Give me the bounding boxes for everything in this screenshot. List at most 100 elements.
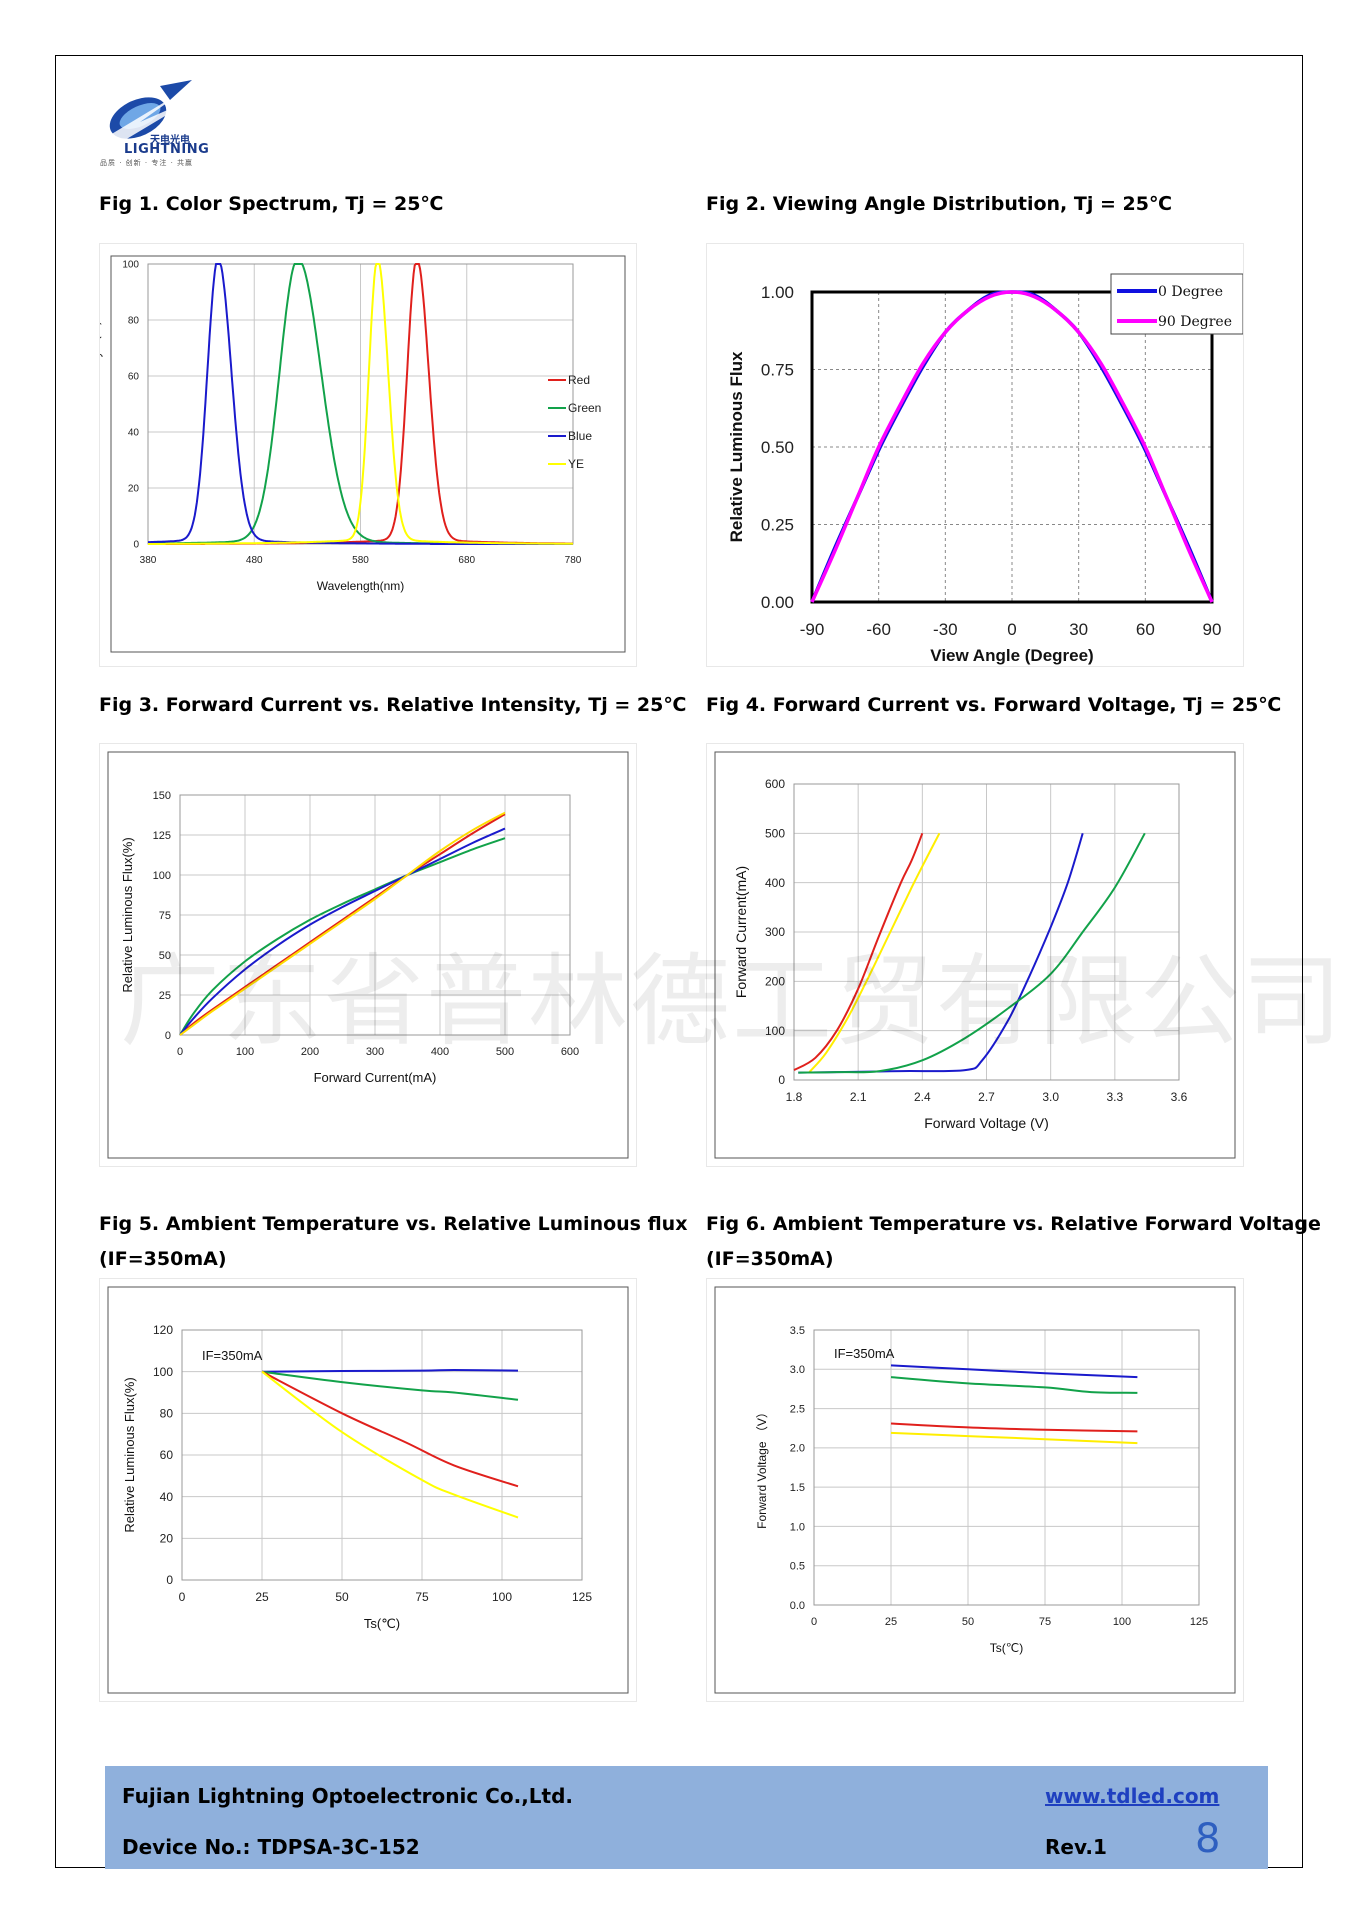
fig6-y-tick-label: 3.0 bbox=[790, 1364, 805, 1376]
footer-revision: Rev.1 bbox=[1045, 1835, 1107, 1859]
fig1-title: Fig 1. Color Spectrum, Tj = 25℃ bbox=[99, 193, 444, 215]
fig1-y-axis-label: Relative Emission Intensity （%） bbox=[100, 313, 103, 494]
footer-company: Fujian Lightning Optoelectronic Co.,Ltd. bbox=[122, 1784, 574, 1808]
fig2-legend-label-0: 0 Degree bbox=[1158, 284, 1223, 300]
fig3-x-tick-label: 200 bbox=[301, 1046, 319, 1058]
logo-english-name: LIGHTNING bbox=[124, 142, 210, 157]
fig1-x-tick-label: 780 bbox=[565, 555, 582, 566]
fig3-y-tick-label: 75 bbox=[159, 910, 171, 922]
fig1-legend-label-blue: Blue bbox=[568, 429, 592, 443]
fig4-y-tick-label: 600 bbox=[765, 777, 785, 791]
fig6-series-ye bbox=[890, 1431, 1138, 1445]
fig5-title-line1: Fig 5. Ambient Temperature vs. Relative … bbox=[99, 1213, 688, 1235]
fig5-outer-border bbox=[107, 1286, 629, 1694]
fig1-outer-border bbox=[110, 255, 626, 653]
fig3-series-blue bbox=[179, 827, 506, 1036]
fig2-x-tick-label: -90 bbox=[800, 620, 825, 639]
fig6-title-line1: Fig 6. Ambient Temperature vs. Relative … bbox=[706, 1213, 1321, 1235]
fig1-x-axis-label: Wavelength(nm) bbox=[317, 579, 405, 593]
fig2-y-axis-label: Relative Luminous Flux bbox=[727, 351, 746, 542]
fig3-y-tick-label: 150 bbox=[153, 790, 171, 802]
fig4-y-tick-label: 0 bbox=[778, 1073, 785, 1087]
fig5-x-axis-label: Ts(℃) bbox=[364, 1616, 400, 1631]
fig1-legend-label-green: Green bbox=[568, 401, 601, 415]
fig5-y-tick-label: 100 bbox=[153, 1365, 173, 1379]
fig3-series-ye bbox=[179, 811, 506, 1036]
fig6-x-tick-label: 0 bbox=[811, 1616, 817, 1628]
fig6-x-axis-label: Ts(℃) bbox=[990, 1641, 1023, 1655]
fig4-x-tick-label: 1.8 bbox=[786, 1090, 803, 1104]
fig5-y-tick-label: 80 bbox=[160, 1407, 174, 1421]
fig4-y-axis-label: Forward Current(mA) bbox=[733, 866, 749, 998]
fig4-y-tick-label: 300 bbox=[765, 925, 785, 939]
fig5-x-tick-label: 125 bbox=[572, 1590, 592, 1604]
fig4-chart: 1.8 2.1 2.4 2.7 3.0 3.3 3.6 0 100 200 300 400 500 600… bbox=[707, 744, 1243, 1166]
fig2-y-tick-label: 0.25 bbox=[761, 515, 794, 534]
fig6-y-tick-label: 0.0 bbox=[790, 1600, 805, 1612]
fig6-series-red bbox=[890, 1422, 1138, 1433]
fig1-chart: 380 480 580 680 780 0 20 40 60 80 100 Wavelength(nm… bbox=[100, 244, 636, 666]
fig6-svg: 0 25 50 75 100 125 0.0 0.5 1.0 1.5 2.0 2.5 3.0 3.5 Ts(… bbox=[714, 1286, 1236, 1694]
fig2-x-tick-label: -30 bbox=[933, 620, 958, 639]
fig3-title: Fig 3. Forward Current vs. Relative Inte… bbox=[99, 694, 687, 716]
fig6-x-tick-label: 125 bbox=[1190, 1616, 1208, 1628]
fig3-x-tick-label: 400 bbox=[431, 1046, 449, 1058]
fig3-y-tick-label: 25 bbox=[159, 990, 171, 1002]
fig5-y-tick-label: 120 bbox=[153, 1323, 173, 1337]
fig5-series-green bbox=[261, 1370, 519, 1401]
fig6-x-tick-label: 100 bbox=[1113, 1616, 1131, 1628]
fig3-plot-frame bbox=[179, 794, 571, 1036]
fig3-x-axis-label: Forward Current(mA) bbox=[314, 1070, 437, 1085]
fig5-plot-frame bbox=[181, 1329, 583, 1581]
fig5-y-tick-label: 20 bbox=[160, 1532, 174, 1546]
fig3-y-tick-label: 125 bbox=[153, 830, 171, 842]
fig6-annotation: IF=350mA bbox=[834, 1346, 895, 1361]
fig3-chart: 0 100 200 300 400 500 600 0 25 50 75 100 125 150 Forwa… bbox=[100, 744, 636, 1166]
fig3-y-tick-label: 100 bbox=[153, 870, 171, 882]
fig5-x-tick-label: 50 bbox=[335, 1590, 349, 1604]
fig2-title: Fig 2. Viewing Angle Distribution, Tj = … bbox=[706, 193, 1172, 215]
fig4-outer-border bbox=[714, 751, 1236, 1159]
fig3-x-tick-label: 300 bbox=[366, 1046, 384, 1058]
fig6-x-tick-label: 75 bbox=[1039, 1616, 1051, 1628]
footer-website-link[interactable]: www.tdled.com bbox=[1045, 1784, 1220, 1808]
fig2-x-tick-label: 30 bbox=[1069, 620, 1088, 639]
fig1-svg: 380 480 580 680 780 0 20 40 60 80 100 Wavelength(nm… bbox=[100, 255, 626, 653]
fig4-y-tick-label: 500 bbox=[765, 827, 785, 841]
fig2-y-tick-label: 1.00 bbox=[761, 283, 794, 302]
fig6-y-tick-label: 3.5 bbox=[790, 1325, 805, 1337]
fig5-x-tick-label: 100 bbox=[492, 1590, 512, 1604]
fig3-x-tick-label: 0 bbox=[177, 1046, 183, 1058]
fig5-series-blue bbox=[261, 1368, 519, 1373]
fig5-chart: 0 25 50 75 100 125 0 20 40 60 80 100 120 Ts(℃) Relativ… bbox=[100, 1279, 636, 1701]
fig4-x-axis-label: Forward Voltage (V) bbox=[924, 1115, 1049, 1131]
fig6-y-tick-label: 0.5 bbox=[790, 1561, 805, 1573]
fig4-y-tick-label: 100 bbox=[765, 1024, 785, 1038]
fig4-x-tick-label: 3.0 bbox=[1042, 1090, 1059, 1104]
fig1-y-tick-label: 20 bbox=[128, 484, 140, 495]
fig4-x-tick-label: 2.4 bbox=[914, 1090, 931, 1104]
fig4-x-tick-label: 3.6 bbox=[1171, 1090, 1188, 1104]
footer-device-number: Device No.: TDPSA-3C-152 bbox=[122, 1835, 420, 1859]
fig1-y-tick-label: 80 bbox=[128, 316, 140, 327]
fig3-series-green bbox=[179, 837, 506, 1036]
fig5-series-red bbox=[261, 1370, 519, 1488]
fig4-x-tick-label: 3.3 bbox=[1106, 1090, 1123, 1104]
fig2-y-tick-label: 0.75 bbox=[761, 360, 794, 379]
fig2-legend-box bbox=[1110, 273, 1243, 335]
fig6-plot-frame bbox=[813, 1329, 1200, 1606]
fig1-y-tick-label: 40 bbox=[128, 428, 140, 439]
fig4-series-red bbox=[793, 832, 924, 1071]
fig1-legend-label-ye: YE bbox=[568, 457, 584, 471]
footer-page-number: 8 bbox=[1195, 1816, 1221, 1862]
fig2-x-axis-label: View Angle (Degree) bbox=[930, 646, 1093, 665]
fig6-title-line2: (IF=350mA) bbox=[706, 1248, 834, 1270]
fig1-legend-label-red: Red bbox=[568, 373, 590, 387]
fig1-x-tick-label: 680 bbox=[458, 555, 475, 566]
fig3-y-axis-label: Relative Luminous Flux(%) bbox=[120, 837, 135, 992]
fig2-series-90-degree bbox=[810, 290, 1214, 603]
fig5-y-tick-label: 0 bbox=[166, 1573, 173, 1587]
fig1-x-tick-label: 480 bbox=[246, 555, 263, 566]
fig1-x-tick-label: 380 bbox=[140, 555, 157, 566]
fig1-y-tick-label: 100 bbox=[122, 260, 139, 271]
